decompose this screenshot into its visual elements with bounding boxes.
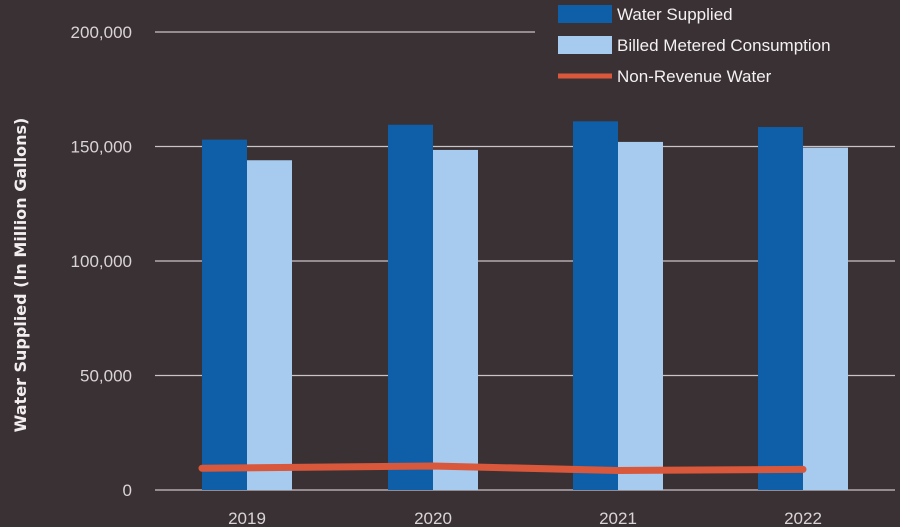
bar	[803, 147, 848, 490]
legend-swatch	[558, 5, 612, 23]
y-axis-ticks: 0 50,000 100,000 150,000 200,000	[71, 23, 132, 500]
y-axis-label: Water Supplied (In Million Gallons)	[11, 118, 30, 433]
legend-label: Water Supplied	[617, 5, 733, 24]
legend-swatch	[558, 36, 612, 54]
series-line	[198, 462, 807, 475]
y-tick-label: 50,000	[80, 367, 132, 386]
bar	[618, 141, 663, 491]
bar	[202, 139, 247, 490]
legend-label: Billed Metered Consumption	[617, 36, 831, 55]
bar	[433, 149, 478, 490]
y-tick-label: 200,000	[71, 23, 132, 42]
bar	[573, 121, 618, 490]
bar	[758, 127, 803, 490]
bar	[247, 160, 292, 491]
legend: Water Supplied Billed Metered Consumption…	[558, 5, 831, 86]
y-tick-label: 100,000	[71, 252, 132, 271]
x-tick-label: 2021	[599, 509, 637, 527]
legend-label: Non-Revenue Water	[617, 67, 772, 86]
x-axis-ticks: 2019 2020 2021 2022	[228, 509, 822, 527]
lines	[198, 462, 807, 475]
bars	[202, 121, 848, 491]
x-tick-label: 2020	[414, 509, 452, 527]
x-tick-label: 2019	[228, 509, 266, 527]
y-tick-label: 150,000	[71, 138, 132, 157]
y-tick-label: 0	[123, 481, 132, 500]
bar	[388, 124, 433, 491]
x-tick-label: 2022	[784, 509, 822, 527]
